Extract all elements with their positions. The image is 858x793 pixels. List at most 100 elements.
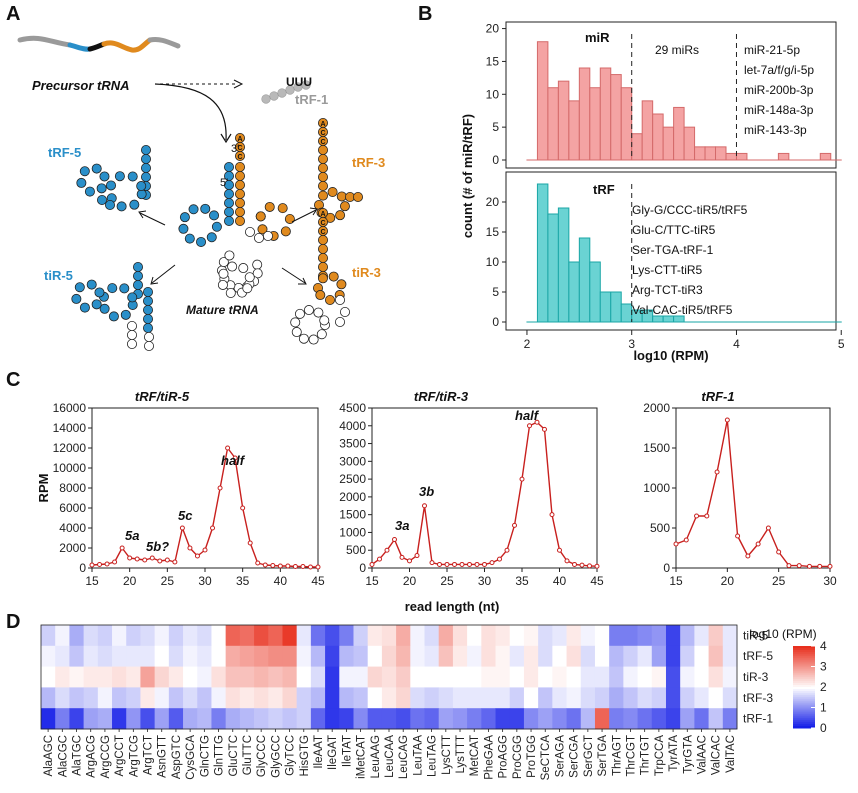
colorbar-segment xyxy=(793,674,815,678)
bead xyxy=(234,170,245,181)
colorbar-segment xyxy=(793,709,815,713)
bead xyxy=(127,338,138,349)
heatmap-cell xyxy=(637,645,653,667)
heatmap-cell xyxy=(154,708,170,730)
bead xyxy=(107,283,118,294)
heatmap-cell xyxy=(410,645,425,667)
heatmap-column-label: ArgCCT xyxy=(114,735,126,777)
histogram-bar xyxy=(568,261,580,323)
heatmap-cell xyxy=(665,666,681,688)
y-tick-label: 0 xyxy=(359,561,366,575)
heatmap-cell xyxy=(722,687,738,709)
tir3-label: tiR-3 xyxy=(352,265,381,280)
bead xyxy=(178,223,189,234)
heatmap-cell xyxy=(367,666,383,688)
heatmap-cell xyxy=(538,666,553,688)
heatmap-cell xyxy=(467,708,482,730)
heatmap-cell xyxy=(722,645,738,667)
heatmap-cell xyxy=(197,708,212,730)
trf1-bead xyxy=(301,80,311,90)
bead xyxy=(303,305,314,316)
heatmap-cell xyxy=(183,625,198,647)
bead xyxy=(99,303,110,314)
colorbar-tick-label: 0 xyxy=(820,721,827,735)
data-point xyxy=(796,563,802,569)
data-point xyxy=(300,564,306,569)
heatmap-cell xyxy=(594,708,610,730)
b-xlabel: log10 (RPM) xyxy=(633,348,708,363)
heatmap-column-label: AlaCGC xyxy=(57,735,69,777)
precursor-trna-strand xyxy=(17,35,181,53)
colorbar-segment xyxy=(793,648,815,651)
y-tick-label: 500 xyxy=(346,543,366,557)
heatmap-column-label: ArgCCG xyxy=(100,735,112,779)
y-tick-label: 16000 xyxy=(53,401,87,415)
heatmap-cell xyxy=(694,687,709,709)
colorbar-segment xyxy=(793,676,815,680)
peak-label: 3b xyxy=(419,484,434,499)
bead xyxy=(234,215,245,226)
bead xyxy=(140,171,151,182)
bead xyxy=(99,171,110,182)
heatmap-cell xyxy=(211,666,227,688)
heatmap-column-label: ProCGG xyxy=(512,735,524,779)
trf-annotations: Gly-G/CCC-tiR5/tRF5 Glu-C/TTC-tiR5 Ser-T… xyxy=(632,203,748,317)
y-tick-label: 20 xyxy=(486,22,500,36)
y-tick-label: 3500 xyxy=(339,437,366,451)
bead xyxy=(132,261,143,272)
heatmap-cell xyxy=(424,666,440,688)
data-point xyxy=(384,547,390,553)
heatmap-cell xyxy=(680,708,695,730)
colorbar-tick-label: 2 xyxy=(820,680,827,694)
y-tick-label: 0 xyxy=(492,153,499,167)
heatmap-cell xyxy=(566,666,582,688)
panel-b-letter: B xyxy=(418,3,432,25)
heatmap-cell xyxy=(239,708,255,730)
heatmap-cell xyxy=(481,666,496,688)
heatmap-cell xyxy=(268,708,283,730)
bead xyxy=(127,329,138,340)
bead xyxy=(97,194,108,205)
heatmap-cell xyxy=(254,645,269,667)
heatmap-cell xyxy=(396,708,411,730)
heatmap-column-label: GluCTC xyxy=(228,735,240,777)
heatmap-column-label: LeuTAG xyxy=(427,735,439,777)
heatmap-column-label: ArgTCG xyxy=(128,735,140,777)
heatmap-cell xyxy=(665,687,681,709)
data-point xyxy=(285,563,291,569)
heatmap-cell xyxy=(83,666,99,688)
heatmap-cell xyxy=(126,645,141,667)
bead xyxy=(336,191,347,202)
heatmap-cell xyxy=(580,708,596,730)
heatmap-cell xyxy=(680,625,695,647)
heatmap-cell xyxy=(609,645,624,667)
heatmap-cell xyxy=(609,625,624,647)
heatmap-cell xyxy=(438,645,454,667)
colorbar: 0 1 2 3 4 xyxy=(793,639,827,735)
histogram-bar xyxy=(589,261,601,323)
heatmap-cell xyxy=(83,645,99,667)
heatmap-cell xyxy=(722,625,738,647)
colorbar-segment xyxy=(793,656,815,659)
bead xyxy=(335,210,346,221)
heatmap-column-label: LeuAAG xyxy=(370,735,382,779)
heatmap-cell xyxy=(69,708,85,730)
bead xyxy=(316,329,327,340)
trf5-label: tRF-5 xyxy=(48,145,81,160)
heatmap-cell xyxy=(69,645,85,667)
bead xyxy=(262,230,273,241)
histogram-bar xyxy=(568,100,580,161)
x-tick-label: 15 xyxy=(669,574,683,588)
bead xyxy=(94,287,105,298)
heatmap-cell xyxy=(651,625,667,647)
bead xyxy=(328,271,339,282)
bead xyxy=(218,257,229,268)
heatmap-cell xyxy=(580,666,596,688)
bead xyxy=(317,162,328,173)
bead xyxy=(206,232,217,243)
heatmap-cell xyxy=(225,687,241,709)
heatmap-cell xyxy=(452,666,468,688)
heatmap-cell xyxy=(566,708,582,730)
heatmap-cell xyxy=(381,666,397,688)
bead xyxy=(253,232,264,243)
